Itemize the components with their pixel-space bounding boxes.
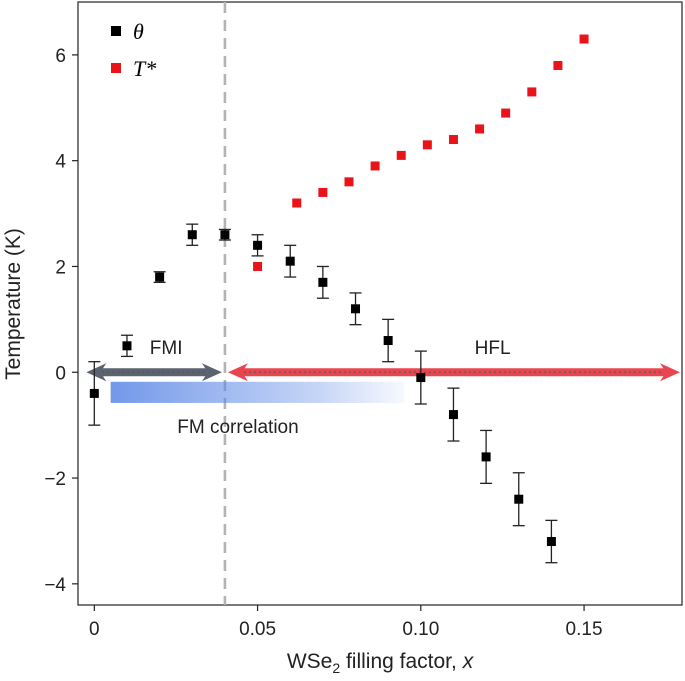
theta-point bbox=[89, 388, 99, 398]
tstar-point bbox=[422, 140, 432, 150]
tstar-point bbox=[344, 177, 354, 187]
theta-point bbox=[448, 410, 458, 420]
y-tick-label: 0 bbox=[55, 363, 66, 384]
theta-point bbox=[122, 341, 132, 351]
tstar-point bbox=[475, 124, 485, 134]
theta-point bbox=[220, 230, 230, 240]
hfl-label: HFL bbox=[475, 338, 511, 359]
x-tick-label: 0.05 bbox=[239, 619, 276, 640]
fmi-arrow-head-right bbox=[201, 363, 222, 382]
tstar-point bbox=[396, 150, 406, 160]
tstar-point bbox=[370, 161, 380, 171]
tstar-point bbox=[553, 60, 563, 70]
x-tick-label: 0.10 bbox=[402, 619, 439, 640]
fm-correlation-label: FM correlation bbox=[177, 417, 298, 438]
theta-point bbox=[383, 336, 393, 346]
legend: θ T* bbox=[111, 19, 156, 81]
theta-point bbox=[187, 230, 197, 240]
tstar-point bbox=[579, 34, 589, 44]
hfl-arrow-head-right bbox=[660, 363, 680, 382]
y-tick-label: 4 bbox=[55, 152, 66, 173]
tstar-point bbox=[318, 187, 328, 197]
tstar-point bbox=[292, 198, 302, 208]
y-tick-label: 6 bbox=[55, 46, 66, 67]
y-tick-label: 2 bbox=[55, 257, 66, 278]
tstar-point bbox=[527, 87, 537, 97]
theta-point bbox=[546, 537, 556, 547]
plot-frame bbox=[77, 1, 683, 606]
hfl-arrow-head-left bbox=[227, 363, 248, 382]
fmi-arrow-head-left bbox=[86, 363, 107, 382]
fmi-arrow bbox=[86, 363, 222, 382]
theta-point bbox=[481, 452, 491, 462]
legend-label-theta: θ bbox=[133, 19, 144, 44]
hfl-arrow bbox=[227, 363, 680, 382]
theta-point bbox=[351, 304, 361, 314]
theta-point bbox=[253, 240, 263, 250]
theta-point bbox=[155, 272, 165, 282]
legend-marker-tstar bbox=[111, 63, 121, 73]
theta-point bbox=[285, 256, 295, 266]
x-axis-title: WSe2 filling factor, x bbox=[287, 650, 475, 676]
theta-point bbox=[416, 373, 426, 383]
y-tick-label: −4 bbox=[44, 575, 66, 596]
tstar-point bbox=[448, 135, 458, 145]
y-tick-label: −2 bbox=[44, 469, 66, 490]
theta-point bbox=[318, 277, 328, 287]
theta-point bbox=[514, 494, 524, 504]
legend-marker-theta bbox=[111, 26, 121, 36]
legend-label-tstar: T* bbox=[133, 56, 156, 81]
y-axis-title: Temperature (K) bbox=[2, 228, 25, 380]
tstar-point bbox=[501, 108, 511, 118]
tstar-point bbox=[253, 261, 263, 271]
fm-correlation-band bbox=[110, 381, 405, 403]
x-tick-label: 0 bbox=[89, 619, 100, 640]
fmi-label: FMI bbox=[150, 338, 183, 359]
x-tick-label: 0.15 bbox=[566, 619, 603, 640]
